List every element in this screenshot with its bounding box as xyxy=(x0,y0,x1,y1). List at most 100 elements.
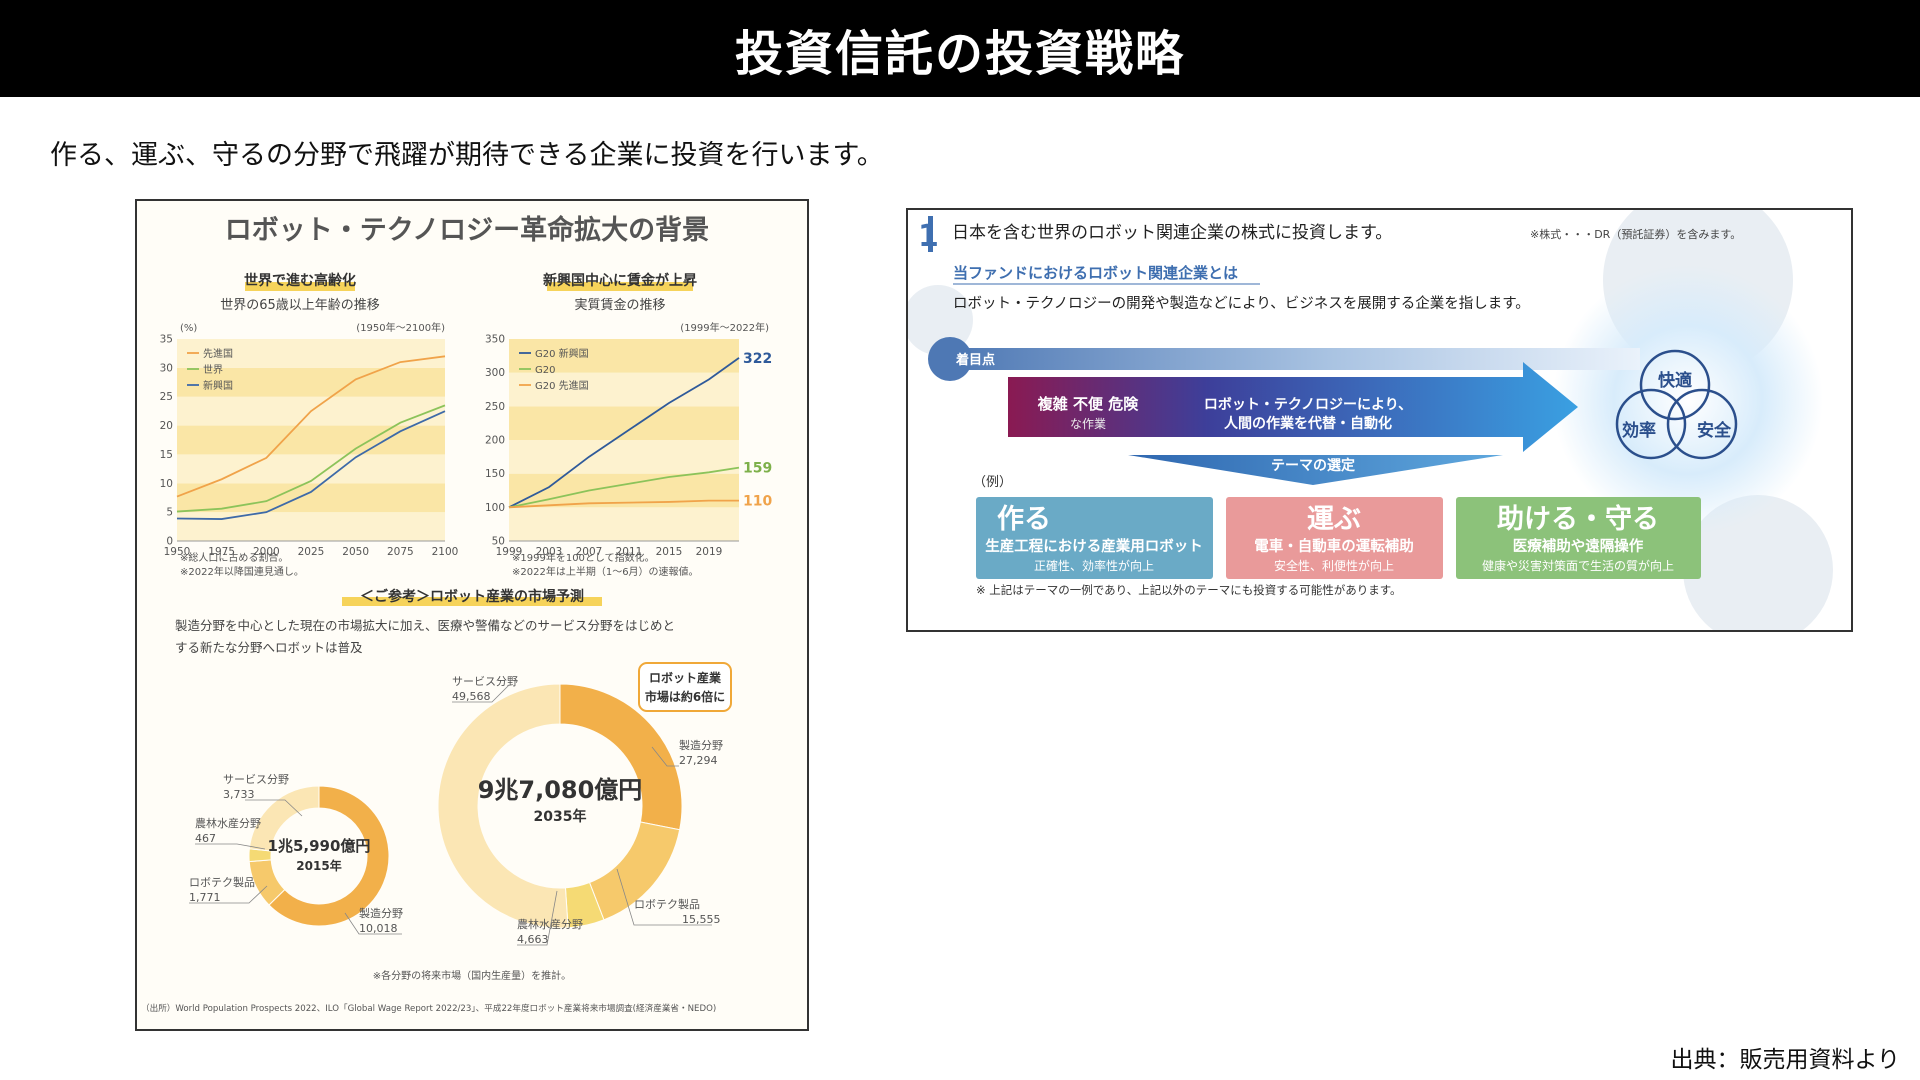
big-donut-total: 9兆7,080億円 xyxy=(478,776,643,804)
aging-note-1: ※総人口に占める割合。 xyxy=(180,551,288,564)
theme-make-line-2: 正確性、効率性が向上 xyxy=(1034,558,1154,573)
y-tick-label: 35 xyxy=(160,334,173,346)
y-tick-label: 15 xyxy=(160,449,173,461)
series-line xyxy=(176,355,446,498)
gear-icon xyxy=(908,285,973,355)
x-tick-label: 2075 xyxy=(387,546,414,558)
aging-heading-underline xyxy=(245,282,355,291)
big-label-service: サービス分野 xyxy=(452,675,518,688)
investment-target-figure: 1 日本を含む世界のロボット関連企業の株式に投資します。 ※株式・・・DR（預託… xyxy=(908,210,1833,630)
small-value-agri: 467 xyxy=(195,832,216,845)
wages-note-1: ※1999年を100として指数化。 xyxy=(512,551,655,564)
wages-heading: 新興国中心に賃金が上昇 xyxy=(543,272,697,289)
small-label-robotech: ロボテク製品 xyxy=(189,875,255,889)
small-value-manufacturing: 10,018 xyxy=(359,922,398,935)
theme-help-line-1: 医療補助や遠隔操作 xyxy=(1513,537,1644,555)
arrow-left-line-2: な作業 xyxy=(1070,417,1106,431)
right-headline: 日本を含む世界のロボット関連企業の株式に投資します。 xyxy=(952,223,1392,243)
focus-gear-icon xyxy=(928,337,972,381)
plot-band xyxy=(509,440,739,474)
example-label: （例） xyxy=(973,475,1012,490)
big-value-robotech: 15,555 xyxy=(682,913,721,926)
small-value-robotech: 1,771 xyxy=(189,891,221,904)
x-tick-label: 2003 xyxy=(536,546,563,558)
big-label-agri: 農林水産分野 xyxy=(517,917,583,931)
theme-make-line-1: 生産工程における産業用ロボット xyxy=(985,537,1203,555)
legend-label: G20 新興国 xyxy=(535,347,589,360)
right-headline-note: ※株式・・・DR（預託証券）を含みます。 xyxy=(1530,227,1741,241)
growth-callout-line-1: ロボット産業 xyxy=(649,670,722,685)
y-tick-label: 30 xyxy=(160,362,173,374)
x-tick-label: 1975 xyxy=(208,546,235,558)
small-donut-total: 1兆5,990億円 xyxy=(268,837,371,855)
plot-band xyxy=(509,406,739,440)
theme-help-title: 助ける・守る xyxy=(1497,503,1659,535)
arrow-left-line-1: 複雑 不便 危険 xyxy=(1037,395,1139,413)
section-number: 1 xyxy=(918,219,939,254)
y-tick-label: 350 xyxy=(485,334,505,346)
arrow-right-line-2: 人間の作業を代替・自動化 xyxy=(1224,415,1392,432)
theme-make-title: 作る xyxy=(997,504,1051,535)
legend-label: 新興国 xyxy=(203,379,233,392)
series-line xyxy=(176,404,446,513)
x-tick-label: 2019 xyxy=(696,546,723,558)
page-title: 投資信託の投資戦略 xyxy=(734,25,1185,82)
right-disclaimer: ※ 上記はテーマの一例であり、上記以外のテーマにも投資する可能性があります。 xyxy=(976,583,1402,597)
x-tick-label: 2011 xyxy=(616,546,643,558)
wages-heading-underline xyxy=(547,282,693,291)
theme-selection-chevron xyxy=(1128,455,1503,485)
series-end-label: 110 xyxy=(743,494,772,510)
plot-band xyxy=(177,454,445,484)
y-tick-label: 250 xyxy=(485,401,505,413)
leader-big-manufacturing xyxy=(651,746,679,767)
focus-band xyxy=(950,348,1640,370)
venn-circle-comfort xyxy=(1639,349,1711,421)
market-heading-underline xyxy=(342,597,602,606)
leader-lines xyxy=(189,684,712,946)
plot-band xyxy=(509,507,739,541)
x-tick-label: 2015 xyxy=(656,546,683,558)
theme-carry-line-2: 安全性、利便性が向上 xyxy=(1274,558,1394,573)
y-tick-label: 0 xyxy=(166,536,173,548)
plot-band xyxy=(509,339,739,373)
plot-band xyxy=(177,483,445,513)
wages-note-2: ※2022年は上半期（1～6月）の速報値。 xyxy=(512,565,699,578)
market-description-2: する新たな分野へロボットは普及 xyxy=(175,640,363,655)
venn-circle-efficiency xyxy=(1615,388,1687,460)
legend-label: G20 xyxy=(535,365,555,376)
leader-big-agri xyxy=(517,890,558,946)
y-tick-label: 150 xyxy=(485,468,505,480)
big-donut-year: 2035年 xyxy=(534,808,587,825)
x-tick-label: 2050 xyxy=(342,546,369,558)
venn-safety-label: 安全 xyxy=(1697,420,1732,441)
leader-small-agri xyxy=(195,843,266,850)
big-label-robotech: ロボテク製品 xyxy=(634,897,700,911)
robot-background-figure: ロボット・テクノロジー革命拡大の背景 世界で進む高齢化 世界の65歳以上年齢の推… xyxy=(137,201,807,1029)
leader-small-robotech xyxy=(189,885,268,904)
series-line xyxy=(508,499,739,509)
y-tick-label: 100 xyxy=(485,502,505,514)
series-line xyxy=(508,466,740,509)
x-tick-label: 2000 xyxy=(253,546,280,558)
big-value-service: 49,568 xyxy=(452,690,491,703)
series-line xyxy=(176,410,446,520)
series-line xyxy=(508,357,740,509)
leader-big-service xyxy=(452,684,510,703)
small-label-service: サービス分野 xyxy=(223,773,289,786)
small-value-service: 3,733 xyxy=(223,788,255,801)
wages-line-chart: 50 100 150 200 250 300 350 1999 2003 2007 2011 2015… xyxy=(485,334,773,559)
investment-target-panel: 1 日本を含む世界のロボット関連企業の株式に投資します。 ※株式・・・DR（預託… xyxy=(906,208,1853,632)
aging-heading: 世界で進む高齢化 xyxy=(244,272,356,289)
market-heading: ＜ご参考＞ロボット産業の市場予測 xyxy=(360,588,584,605)
y-tick-label: 200 xyxy=(485,435,505,447)
market-2015-donut xyxy=(248,785,390,927)
leader-small-service xyxy=(245,799,303,817)
definition-title: 当ファンドにおけるロボット関連企業とは xyxy=(953,264,1238,282)
aging-subheading: 世界の65歳以上年齢の推移 xyxy=(220,298,380,313)
x-tick-label: 1950 xyxy=(164,546,191,558)
series-end-label: 159 xyxy=(743,461,772,477)
market-description-1: 製造分野を中心とした現在の市場拡大に加え、医療や警備などのサービス分野をはじめと xyxy=(175,618,675,633)
big-value-agri: 4,663 xyxy=(517,933,549,946)
theme-box-carry: 運ぶ 電車・自動車の運転補助 安全性、利便性が向上 xyxy=(1226,497,1443,579)
plot-band xyxy=(177,512,445,541)
